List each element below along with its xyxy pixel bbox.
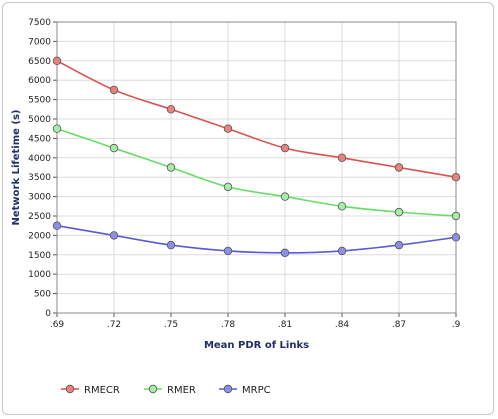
- series-mrpc: [52, 221, 461, 258]
- chart-frame: [2, 2, 494, 415]
- x-tick-label: .87: [392, 320, 406, 330]
- legend-marker-rmecr: [65, 384, 75, 394]
- data-point-rmer: [451, 211, 461, 221]
- data-point-rmer: [280, 192, 290, 201]
- series-rmer: [52, 124, 461, 221]
- y-tick-label: 7000: [28, 37, 51, 47]
- data-point-mrpc: [166, 240, 176, 250]
- legend-marker-mrpc: [223, 384, 233, 394]
- plot-area-border: [56, 21, 457, 314]
- series-rmecr: [52, 56, 461, 182]
- y-tick-label: 7500: [28, 18, 51, 28]
- data-point-rmecr: [109, 85, 119, 95]
- x-tick-label: .9: [452, 320, 461, 330]
- data-point-mrpc: [337, 246, 347, 256]
- x-tick-label: .84: [335, 320, 350, 330]
- x-tick-label: .69: [50, 320, 65, 330]
- data-point-rmecr: [223, 124, 233, 133]
- data-point-rmecr: [451, 172, 461, 182]
- legend-label-mrpc: MRPC: [242, 385, 271, 396]
- y-tick-label: 6500: [28, 57, 51, 67]
- axes: 0 500 1000 1500 2000 2500 3000 3500 4000 4500 5000…: [28, 18, 460, 330]
- y-tick-label: 1500: [28, 251, 51, 261]
- data-point-rmecr: [337, 153, 347, 162]
- y-tick-label: 1000: [28, 270, 51, 280]
- x-tick-label: .72: [107, 320, 121, 330]
- legend: RMECR RMER MRPC: [61, 384, 271, 396]
- y-tick-label: 500: [34, 290, 51, 300]
- data-point-mrpc: [280, 248, 290, 258]
- x-tick-label: .75: [164, 320, 178, 330]
- data-point-rmer: [337, 202, 347, 211]
- series-line-rmer: [56, 127, 457, 217]
- x-tick-label: .81: [278, 320, 292, 330]
- data-point-mrpc: [109, 231, 119, 240]
- y-axis-title: Network Lifetime (s): [11, 109, 22, 225]
- y-tick-label: 3500: [28, 173, 51, 183]
- y-tick-label: 2500: [28, 212, 51, 222]
- legend-item-rmer: RMER: [144, 384, 196, 396]
- y-tick-label: 0: [45, 309, 51, 319]
- data-point-rmecr: [280, 143, 290, 153]
- y-tick-label: 5500: [28, 96, 51, 106]
- x-tick-label: .78: [221, 320, 236, 330]
- y-tick-label: 4500: [28, 134, 51, 144]
- data-point-rmer: [52, 124, 62, 133]
- data-point-rmer: [394, 207, 404, 217]
- data-point-rmecr: [166, 105, 176, 114]
- legend-item-rmecr: RMECR: [61, 384, 120, 396]
- y-tick-label: 4000: [28, 154, 51, 164]
- data-point-mrpc: [52, 221, 62, 230]
- series-line-mrpc: [56, 224, 457, 254]
- data-point-rmer: [166, 163, 176, 172]
- x-axis-title: Mean PDR of Links: [204, 340, 309, 351]
- legend-label-rmer: RMER: [167, 385, 196, 396]
- y-tick-label: 3000: [28, 193, 51, 203]
- legend-marker-rmer: [148, 384, 158, 394]
- y-tick-label: 2000: [28, 231, 51, 241]
- legend-item-mrpc: MRPC: [219, 384, 271, 396]
- data-point-mrpc: [451, 233, 461, 242]
- data-point-mrpc: [223, 246, 233, 256]
- data-point-rmer: [223, 182, 233, 192]
- legend-label-rmecr: RMECR: [84, 385, 120, 396]
- series-layer: [52, 56, 461, 258]
- y-tick-label: 5000: [28, 115, 51, 125]
- data-point-mrpc: [394, 240, 404, 250]
- y-tick-label: 6000: [28, 76, 51, 86]
- data-point-rmecr: [394, 163, 404, 172]
- data-point-rmer: [109, 143, 119, 153]
- data-point-rmecr: [52, 56, 62, 65]
